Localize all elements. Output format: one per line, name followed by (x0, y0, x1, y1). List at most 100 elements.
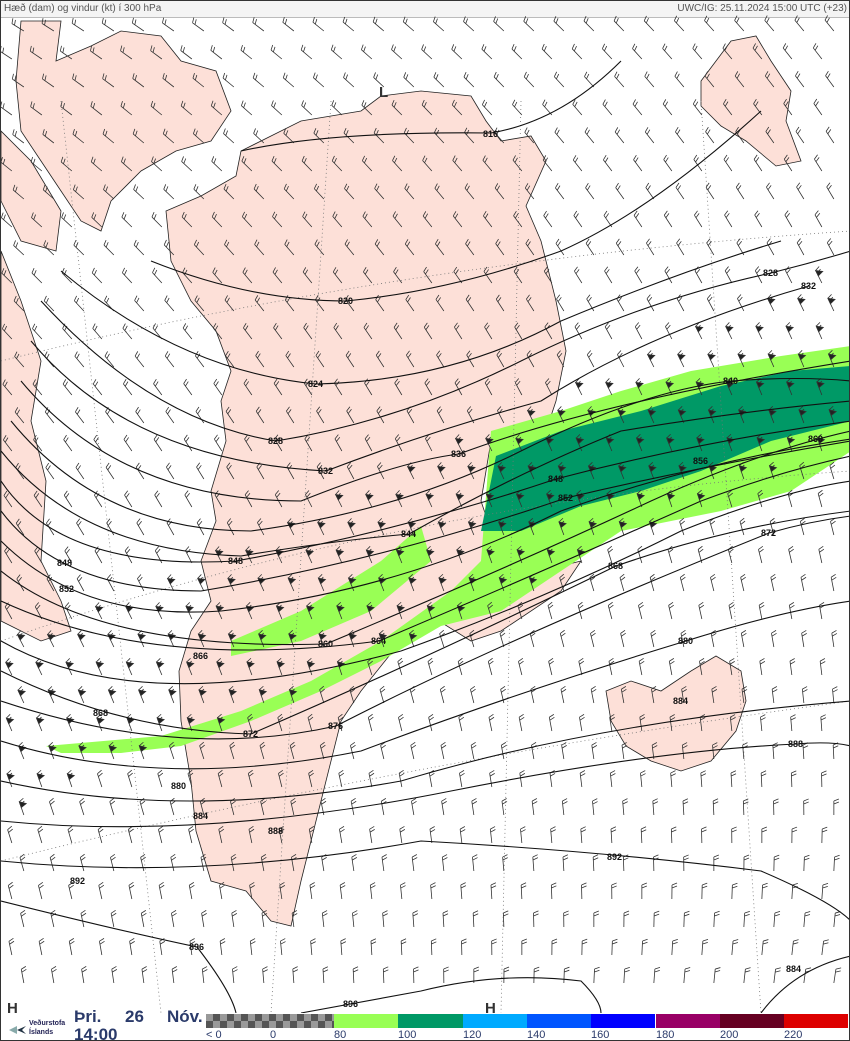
wind-barb (707, 350, 716, 368)
wind-barb (106, 518, 115, 536)
wind-barb (339, 882, 346, 900)
wind-barb (426, 601, 436, 620)
wind-barb (380, 741, 386, 760)
wind-barb (262, 966, 268, 984)
wind-barb (364, 434, 373, 452)
wind-barb (193, 239, 205, 256)
wind-barb (212, 267, 223, 284)
wind-barb (65, 658, 75, 676)
wind-barb (241, 211, 253, 228)
wind-barb (185, 602, 195, 620)
wind-barb (368, 769, 375, 788)
wind-barb (435, 239, 445, 256)
wind-barb (739, 517, 746, 536)
wind-barb (137, 685, 147, 704)
wind-barb (615, 182, 625, 200)
wind-barb (91, 267, 103, 284)
wind-barb (256, 462, 265, 480)
wind-barb (426, 545, 435, 564)
wind-barb (155, 658, 165, 676)
svalbard (700, 35, 802, 167)
wind-barb (526, 294, 535, 312)
contour-label: 828 (268, 436, 283, 446)
wind-barb (454, 434, 464, 452)
wind-barb (794, 15, 805, 32)
wind-barb (212, 323, 223, 340)
wind-barb (63, 490, 73, 508)
wind-barb (398, 769, 405, 788)
wind-barb (79, 797, 85, 816)
wind-barb (766, 182, 775, 200)
wind-barb (306, 601, 315, 620)
wind-barb (557, 462, 567, 480)
wind-barb (457, 657, 464, 676)
wind-barb (821, 826, 828, 844)
wind-barb (740, 573, 746, 592)
wind-barb (623, 910, 630, 928)
wind-barb (817, 489, 824, 508)
wind-barb (707, 406, 717, 424)
wind-barb (645, 182, 655, 200)
wind-barb (451, 44, 463, 60)
wind-barb (614, 127, 625, 144)
wind-barb (460, 882, 467, 900)
wind-barb (343, 127, 355, 144)
wind-barb (681, 686, 687, 704)
contour-label: 848 (228, 556, 243, 566)
wind-barb (723, 99, 733, 116)
wind-barb (833, 798, 840, 816)
wind-barb (302, 211, 313, 228)
wind-barb (248, 825, 255, 844)
wind-barb (1, 323, 13, 340)
wind-barb (241, 100, 253, 116)
wind-barb (330, 44, 343, 60)
wind-barb (524, 183, 535, 200)
wind-barb (46, 630, 56, 648)
wind-barb (548, 714, 555, 732)
wind-barb (197, 574, 206, 592)
wind-barb (559, 573, 565, 592)
wind-barb (19, 853, 26, 872)
wind-barb (456, 545, 465, 564)
wind-barb (653, 910, 660, 928)
wind-barb (798, 405, 807, 424)
wind-barb (252, 17, 265, 32)
wind-barb (151, 211, 163, 228)
wind-barb (120, 100, 133, 116)
wind-barb (803, 911, 811, 928)
wind-barb (257, 518, 265, 536)
forecast-date: 26 (125, 1007, 144, 1026)
wind-barb (366, 601, 375, 620)
wind-barb (796, 238, 805, 256)
wind-barb (254, 239, 265, 256)
wind-barb (572, 99, 583, 116)
wind-barb (192, 72, 205, 88)
legend-color-4 (591, 1014, 656, 1028)
wind-barb (461, 938, 467, 956)
contour-label: 868 (93, 708, 108, 718)
wind-barb (132, 73, 145, 88)
wind-barb (255, 350, 265, 368)
wind-barb (790, 714, 796, 732)
wind-barb (382, 966, 389, 984)
wind-barb (454, 322, 463, 340)
wind-barb (709, 517, 716, 536)
wind-barb (603, 210, 613, 228)
wind-barb (365, 490, 374, 508)
wind-barb (13, 295, 25, 312)
wind-barb (45, 462, 55, 480)
wind-barb (463, 71, 475, 88)
contour-label: 892 (607, 852, 622, 862)
wind-barb (103, 239, 115, 256)
wind-barb (6, 769, 15, 788)
wind-barb (141, 966, 148, 984)
wind-barb (682, 798, 689, 816)
wind-barb (618, 517, 628, 536)
wind-barb (163, 239, 175, 256)
wind-barb (31, 212, 43, 228)
wind-barb (369, 826, 375, 844)
wind-barb (440, 741, 447, 760)
wind-barb (313, 183, 325, 200)
wind-barb (524, 127, 535, 144)
wind-barb (799, 517, 806, 536)
